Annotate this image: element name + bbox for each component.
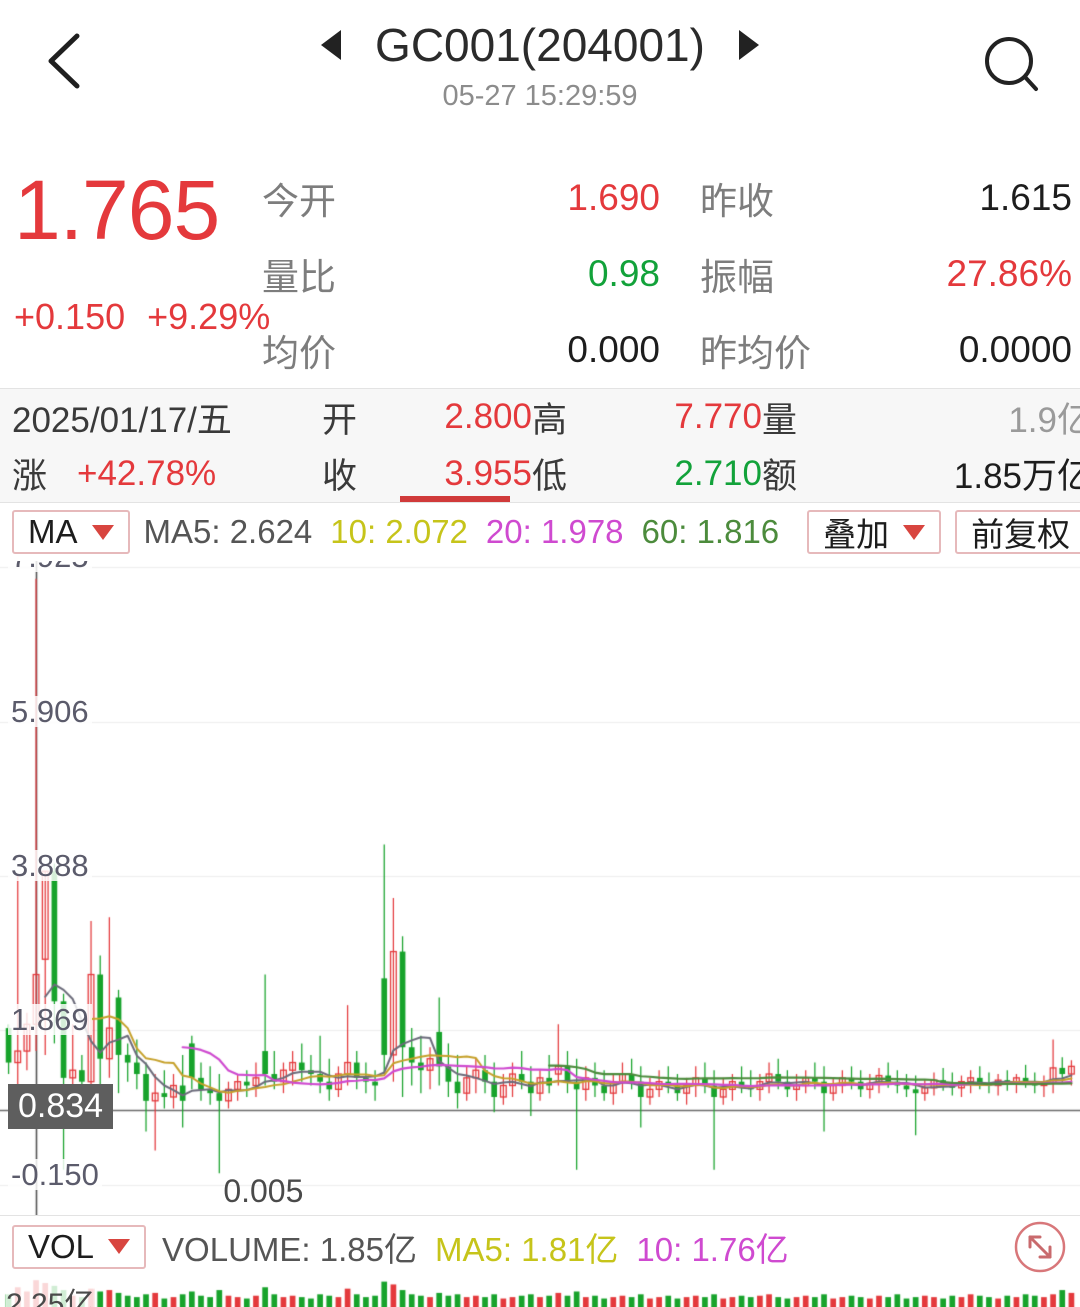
change-absolute: +0.150 — [14, 296, 126, 337]
quote-field-value: 0.000 — [567, 329, 660, 370]
quote-field: 昨均价 0.0000 — [674, 312, 1072, 388]
vol-value-item: MA5: 1.81亿 — [434, 1230, 619, 1268]
ohlc-value-volume: 1.9亿 — [1008, 400, 1080, 440]
quote-field-value: 1.690 — [567, 177, 660, 218]
chevron-down-icon — [91, 524, 114, 540]
page-title: GC001(204001) — [375, 19, 705, 71]
quote-field-label: 振幅 — [700, 257, 774, 298]
vol-value-item: VOLUME: 1.85亿 — [162, 1230, 417, 1268]
volume-axis-label: 2.25亿 — [6, 1279, 95, 1307]
vol-value-item: 10: 1.76亿 — [636, 1230, 789, 1268]
quote-field-value: 0.98 — [587, 253, 660, 294]
quote-field-label: 今开 — [262, 181, 336, 222]
ohlc-value-close: 3.955 — [444, 453, 532, 493]
ma-value-item: 60: 1.816 — [641, 513, 780, 550]
quote-field: 振幅 27.86% — [674, 236, 1072, 312]
search-icon — [976, 37, 1048, 106]
adjust-mode-label: 前复权 — [971, 516, 1071, 553]
ohlc-label-open: 开 — [322, 400, 358, 440]
indicator-selector-label: MA — [28, 513, 78, 550]
candlestick-canvas[interactable] — [0, 561, 1080, 1215]
ma-value-item: 10: 2.072 — [330, 513, 468, 550]
ohlc-col-openclose: 开 2.800 收 3.955 — [322, 389, 532, 502]
app-header: GC001(204001) 05-27 15:29:59 — [0, 0, 1080, 150]
ohlc-value-change: +42.78% — [77, 453, 217, 493]
volume-canvas[interactable] — [0, 1277, 1080, 1307]
quote-field: 今开 1.690 — [262, 160, 660, 236]
ma-toolbar: MA MA5: 2.624 10: 2.072 20: 1.978 60: 1.816… — [0, 503, 1080, 561]
volume-chart[interactable]: 2.25亿 — [0, 1277, 1080, 1307]
quote-timestamp: 05-27 15:29:59 — [442, 80, 638, 112]
ohlc-value-low: 2.710 — [674, 453, 762, 493]
last-price: 1.765 — [14, 163, 220, 257]
overlay-button[interactable]: 叠加 — [807, 510, 942, 554]
ohlc-value-open: 2.800 — [444, 397, 532, 436]
selected-close-underline — [400, 496, 510, 502]
quote-field-label: 昨均价 — [700, 333, 811, 374]
vol-toolbar: VOL VOLUME: 1.85亿 MA5: 1.81亿 10: 1.76亿 — [0, 1215, 1080, 1277]
ohlc-label-volume: 量 — [762, 400, 798, 440]
change-percent: +9.29% — [147, 296, 271, 337]
ohlc-label-amount: 额 — [762, 457, 798, 496]
quote-field-label: 昨收 — [700, 181, 774, 222]
quote-panel: 1.765 +0.150 +9.29% 今开 1.690 昨收 1.615 量比 0.98… — [0, 150, 1080, 493]
ohlc-label-high: 高 — [532, 400, 568, 440]
ohlc-label-low: 低 — [532, 457, 568, 496]
adjust-mode-button[interactable]: 前复权 — [955, 510, 1080, 554]
ohlc-date: 2025/01/17/五 — [12, 400, 232, 440]
back-button[interactable] — [30, 28, 100, 98]
vol-selector-label: VOL — [28, 1227, 95, 1265]
overlay-button-label: 叠加 — [823, 516, 890, 553]
indicator-selector-vol[interactable]: VOL — [12, 1224, 147, 1269]
quote-field-label: 量比 — [262, 257, 336, 298]
ohlc-col-date: 2025/01/17/五 涨 +42.78% — [12, 389, 322, 502]
triangle-left-icon[interactable] — [321, 30, 342, 60]
ma-value-readout: MA5: 2.624 10: 2.072 20: 1.978 60: 1.816 — [144, 513, 780, 551]
quote-field-value: 0.0000 — [958, 329, 1072, 370]
chevron-left-icon — [43, 31, 87, 96]
quote-field: 均价 0.000 — [262, 312, 660, 388]
ohlc-col-highlow: 高 7.770 低 2.710 — [532, 389, 762, 502]
ohlc-label-change: 涨 — [12, 457, 48, 496]
ma-value-item: MA5: 2.624 — [143, 513, 313, 550]
ohlc-value-high: 7.770 — [674, 397, 762, 436]
quote-field-label: 均价 — [262, 333, 336, 374]
quote-field-value: 1.615 — [979, 177, 1072, 218]
quote-field-value: 27.86% — [946, 253, 1073, 294]
price-change-block: +0.150 +9.29% — [14, 296, 270, 338]
ohlc-label-close: 收 — [322, 457, 358, 496]
chevron-down-icon — [108, 1239, 131, 1254]
ma-value-item: 20: 1.978 — [485, 513, 624, 550]
triangle-right-icon[interactable] — [738, 30, 759, 60]
expand-diagonal-icon — [1012, 1221, 1068, 1279]
ohlc-value-amount: 1.85万亿 — [953, 457, 1080, 496]
quote-field: 昨收 1.615 — [674, 160, 1072, 236]
chevron-down-icon — [903, 524, 926, 540]
quote-field: 量比 0.98 — [262, 236, 660, 312]
ohlc-detail-bar: 2025/01/17/五 涨 +42.78% 开 2.800 收 3.955 高… — [0, 388, 1080, 503]
indicator-selector-ma[interactable]: MA — [12, 510, 130, 554]
ohlc-col-volume: 量 1.9亿 额 1.85万亿 — [762, 389, 1080, 502]
vol-value-readout: VOLUME: 1.85亿 MA5: 1.81亿 10: 1.76亿 — [162, 1223, 789, 1271]
search-button[interactable] — [976, 30, 1048, 102]
title-block: GC001(204001) 05-27 15:29:59 — [0, 22, 1080, 113]
expand-fullscreen-button[interactable] — [1012, 1219, 1068, 1275]
